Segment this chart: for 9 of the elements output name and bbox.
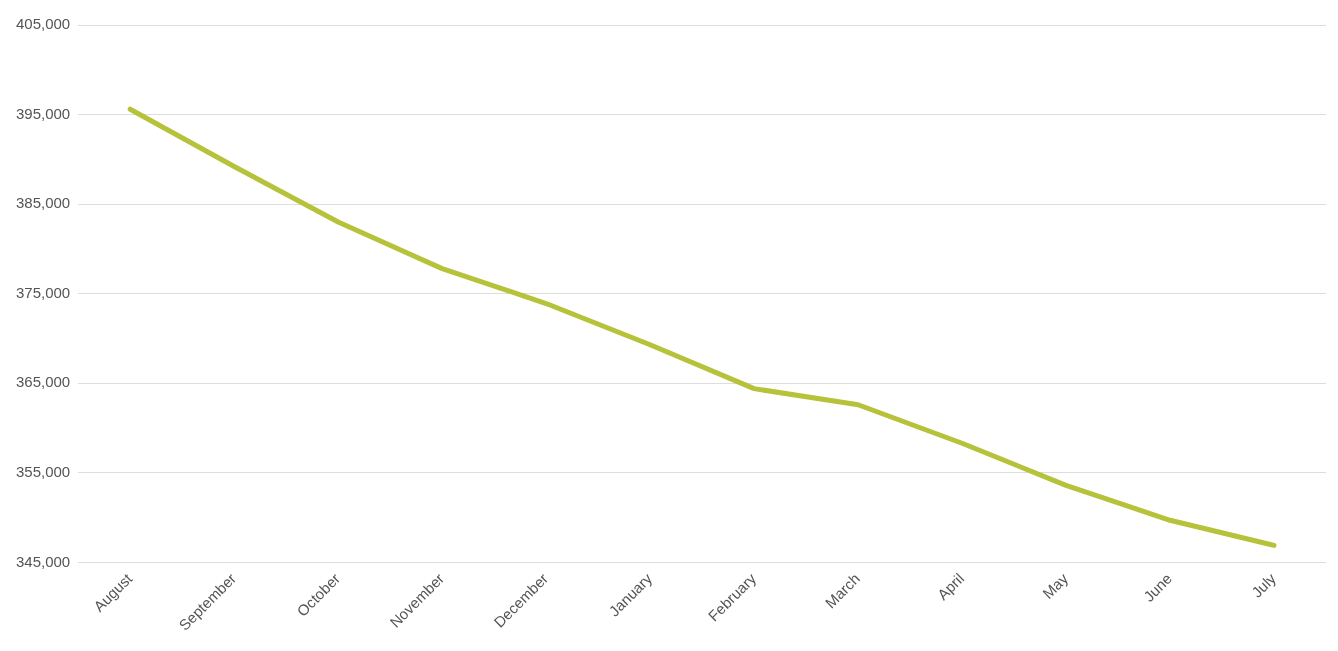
y-tick-label: 365,000 <box>15 373 71 391</box>
y-tick-label: 385,000 <box>15 194 71 212</box>
y-tick-label: 345,000 <box>15 552 71 570</box>
y-tick-label: 355,000 <box>15 462 71 480</box>
y-tick-label: 375,000 <box>15 283 71 301</box>
y-tick-label: 395,000 <box>15 104 71 122</box>
x-tick-label: May <box>1039 569 1072 602</box>
x-tick-label: July <box>1248 569 1280 601</box>
y-tick-label: 405,000 <box>15 15 71 33</box>
